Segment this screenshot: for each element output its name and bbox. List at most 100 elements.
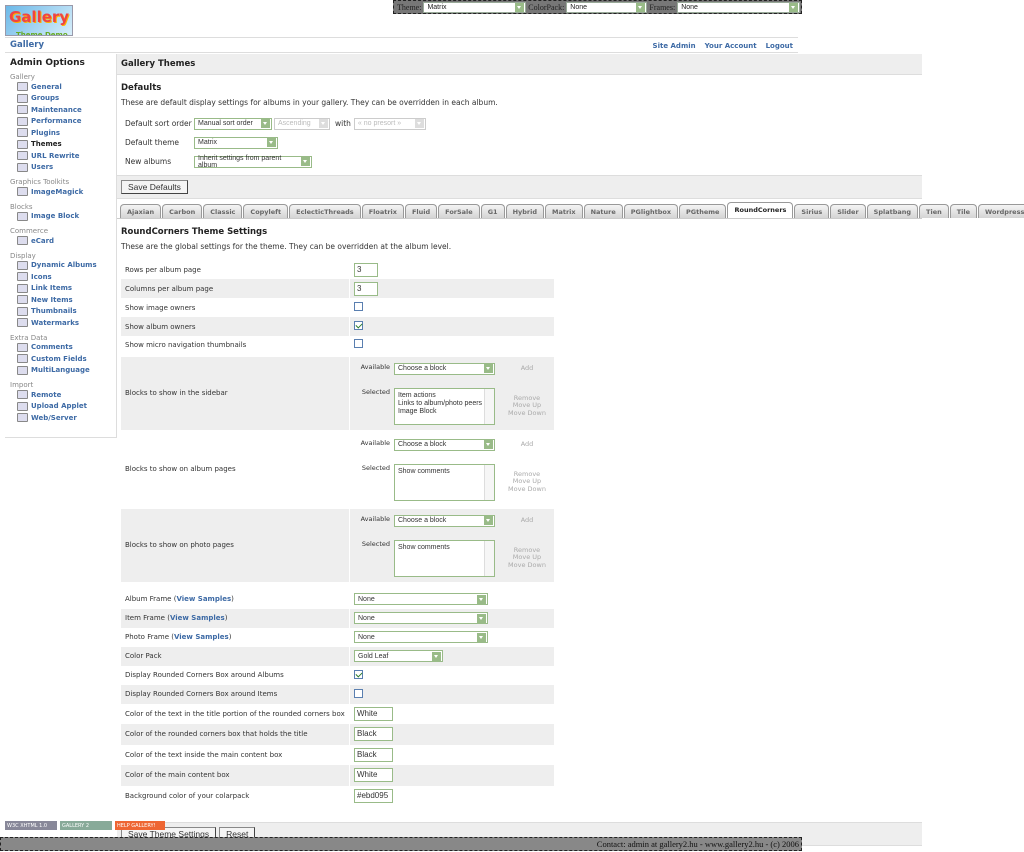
album-frame-select[interactable]: None	[354, 593, 488, 605]
sort-order-select[interactable]: Manual sort order	[194, 117, 272, 130]
available-blocks-select[interactable]: Choose a block	[394, 514, 495, 527]
color-setting-input[interactable]: #ebd095	[354, 788, 393, 803]
tab-wordpressembedded[interactable]: WordpressEmbedded	[978, 204, 1024, 218]
selected-blocks-list[interactable]: Show comments	[394, 540, 495, 578]
scrollbar[interactable]	[484, 389, 494, 425]
sidebar-item-label[interactable]: Link Items	[31, 284, 73, 293]
tab-classic[interactable]: Classic	[203, 204, 243, 218]
rc-albums-checkbox[interactable]	[354, 669, 363, 679]
move-up-button[interactable]: Move Up	[512, 477, 542, 485]
sidebar-item-label[interactable]: New Items	[31, 295, 73, 304]
add-block-button[interactable]: Add	[520, 363, 534, 372]
tab-tile[interactable]: Tile	[949, 204, 978, 218]
sidebar-item-label[interactable]: Watermarks	[31, 318, 80, 327]
tab-ajaxian[interactable]: Ajaxian	[120, 204, 162, 218]
sidebar-item-label[interactable]: Maintenance	[31, 105, 82, 114]
selected-block-option[interactable]: Show comments	[398, 544, 450, 552]
color-setting-input[interactable]: Black	[354, 727, 393, 742]
sidebar-item-label[interactable]: Dynamic Albums	[31, 261, 97, 270]
sidebar-item-upload-applet[interactable]: Upload Applet	[10, 401, 116, 413]
available-blocks-select[interactable]: Choose a block	[394, 438, 495, 451]
sidebar-item-label[interactable]: Web/Server	[31, 413, 77, 422]
rc-items-checkbox[interactable]	[354, 688, 363, 698]
tab-copyleft[interactable]: Copyleft	[243, 204, 289, 218]
tab-sirius[interactable]: Sirius	[794, 204, 830, 218]
sidebar-item-imagemagick[interactable]: ImageMagick	[10, 186, 116, 198]
sidebar-item-comments[interactable]: Comments	[10, 342, 116, 354]
breadcrumb-gallery[interactable]: Gallery	[10, 40, 45, 50]
sidebar-item-multilanguage[interactable]: MultiLanguage	[10, 365, 116, 377]
scrollbar[interactable]	[484, 465, 494, 501]
frames-select[interactable]: None	[677, 1, 800, 13]
sidebar-item-label[interactable]: MultiLanguage	[31, 366, 90, 375]
sidebar-item-plugins[interactable]: Plugins	[10, 127, 116, 139]
tab-floatrix[interactable]: Floatrix	[361, 204, 404, 218]
tab-forsale[interactable]: ForSale	[438, 204, 480, 218]
gallery-logo[interactable]: Gallery Theme Demo	[5, 5, 73, 36]
logout-link[interactable]: Logout	[765, 41, 793, 50]
sidebar-item-url-rewrite[interactable]: URL Rewrite	[10, 150, 116, 162]
tab-fluid[interactable]: Fluid	[404, 204, 438, 218]
remove-block-button[interactable]: Remove	[513, 393, 541, 402]
sidebar-item-label[interactable]: URL Rewrite	[31, 151, 80, 160]
item-frame-select[interactable]: None	[354, 612, 488, 624]
sidebar-item-label[interactable]: Icons	[31, 272, 52, 281]
sidebar-item-ecard[interactable]: eCard	[10, 235, 116, 247]
sidebar-item-image-block[interactable]: Image Block	[10, 211, 116, 223]
sidebar-item-label[interactable]: Performance	[31, 117, 82, 126]
move-down-button[interactable]: Move Down	[508, 560, 546, 569]
tab-tien[interactable]: Tien	[919, 204, 949, 218]
sidebar-item-thumbnails[interactable]: Thumbnails	[10, 306, 116, 318]
site-admin-link[interactable]: Site Admin	[652, 41, 696, 50]
sidebar-item-performance[interactable]: Performance	[10, 116, 116, 128]
photo-frame-samples-link[interactable]: View Samples	[173, 633, 229, 641]
sidebar-item-icons[interactable]: Icons	[10, 271, 116, 283]
sidebar-item-label[interactable]: Groups	[31, 94, 60, 103]
tab-splatbang[interactable]: Splatbang	[866, 204, 919, 218]
selected-block-option[interactable]: Show comments	[398, 468, 450, 476]
sidebar-item-users[interactable]: Users	[10, 162, 116, 174]
selected-blocks-list[interactable]: Show comments	[394, 464, 495, 502]
move-down-button[interactable]: Move Down	[508, 408, 546, 417]
remove-block-button[interactable]: Remove	[513, 469, 541, 478]
sidebar-item-label[interactable]: Comments	[31, 343, 73, 352]
sidebar-item-label[interactable]: Plugins	[31, 128, 61, 137]
selected-block-option[interactable]: Links to album/photo peers	[398, 400, 483, 408]
selected-block-option[interactable]: Item actions	[398, 392, 436, 400]
sidebar-item-label[interactable]: Image Block	[31, 212, 80, 221]
cols-input[interactable]: 3	[354, 281, 378, 296]
color-setting-input[interactable]: White	[354, 706, 393, 721]
tab-matrix[interactable]: Matrix	[544, 204, 583, 218]
tab-nature[interactable]: Nature	[583, 204, 623, 218]
sidebar-item-label[interactable]: Upload Applet	[31, 402, 88, 411]
sidebar-item-remote[interactable]: Remote	[10, 389, 116, 401]
add-block-button[interactable]: Add	[520, 515, 534, 524]
save-defaults-button[interactable]: Save Defaults	[121, 180, 188, 194]
color-pack-select[interactable]: Gold Leaf	[354, 650, 443, 662]
add-block-button[interactable]: Add	[520, 439, 534, 448]
sidebar-item-label[interactable]: eCard	[31, 236, 55, 245]
tab-slider[interactable]: Slider	[830, 204, 866, 218]
sort-direction-select[interactable]: Ascending	[274, 117, 330, 130]
sidebar-item-label[interactable]: Thumbnails	[31, 307, 77, 316]
tab-eclecticthreads[interactable]: EclecticThreads	[289, 204, 361, 218]
photo-frame-select[interactable]: None	[354, 631, 488, 643]
presort-select[interactable]: « no presort »	[353, 117, 426, 130]
sidebar-item-label[interactable]: Themes	[31, 140, 62, 149]
item-frame-samples-link[interactable]: View Samples	[169, 614, 225, 622]
default-theme-select[interactable]: Matrix	[194, 136, 278, 149]
w3c-badge[interactable]: W3C XHTML 1.0	[5, 821, 57, 830]
your-account-link[interactable]: Your Account	[704, 41, 757, 50]
sidebar-item-label[interactable]: Remote	[31, 390, 62, 399]
album-frame-samples-link[interactable]: View Samples	[176, 595, 232, 603]
selected-blocks-list[interactable]: Item actions Links to album/photo peers Im…	[394, 388, 495, 426]
selected-block-option[interactable]: Image Block	[398, 408, 437, 416]
sidebar-item-new-items[interactable]: New Items	[10, 294, 116, 306]
tab-carbon[interactable]: Carbon	[162, 204, 203, 218]
tab-g1[interactable]: G1	[480, 204, 505, 218]
sidebar-item-link-items[interactable]: Link Items	[10, 283, 116, 295]
help-gallery-badge[interactable]: HELP GALLERY!	[115, 821, 165, 830]
sidebar-item-label[interactable]: Custom Fields	[31, 354, 87, 363]
image-owners-checkbox[interactable]	[354, 302, 363, 311]
sidebar-item-general[interactable]: General	[10, 81, 116, 93]
